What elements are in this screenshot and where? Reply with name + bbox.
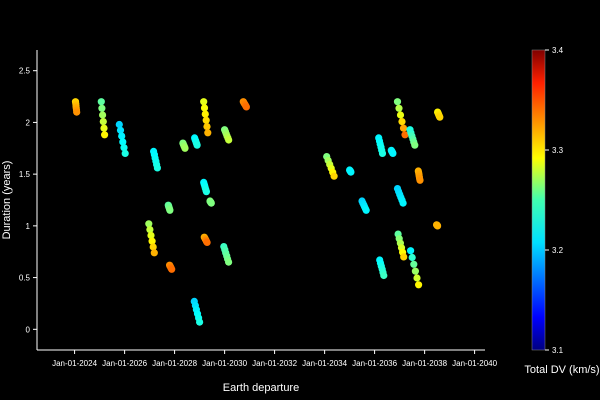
data-point (398, 118, 406, 126)
data-point (225, 258, 233, 266)
x-tick-label: Jan-01-2036 (352, 359, 397, 368)
data-point (401, 131, 409, 139)
data-point (150, 249, 158, 257)
data-point (196, 318, 204, 326)
data-point (99, 118, 107, 126)
data-point (145, 220, 153, 228)
x-tick-label: Jan-01-2026 (102, 359, 147, 368)
data-point (400, 253, 408, 261)
y-axis-title: Duration (years) (1, 161, 13, 240)
data-point (410, 260, 418, 268)
y-tick-label: 1.5 (19, 170, 31, 179)
x-axis-ticks: Jan-01-2024 Jan-01-2026 Jan-01-2028 Jan-01-… (52, 350, 498, 368)
data-point (396, 111, 405, 119)
data-point (115, 120, 123, 129)
data-point (201, 110, 209, 118)
data-point (116, 126, 125, 134)
data-point (411, 141, 419, 149)
data-point (415, 281, 423, 289)
x-tick-label: Jan-01-2038 (402, 359, 447, 368)
data-point (166, 206, 174, 214)
data-point (207, 199, 215, 207)
colorbar-tick-label: 3.2 (552, 246, 564, 255)
data-point (118, 132, 126, 140)
data-point (203, 123, 211, 131)
data-point (225, 136, 233, 144)
x-tick-label: Jan-01-2030 (202, 359, 247, 368)
data-point (168, 265, 176, 273)
x-tick-label: Jan-01-2040 (452, 359, 497, 368)
y-tick-label: 2 (26, 118, 31, 127)
y-tick-label: 2.5 (19, 67, 31, 76)
y-axis-ticks: 0 0.5 1 1.5 2 2.5 (19, 67, 37, 334)
data-point (395, 104, 403, 112)
data-points (71, 98, 444, 326)
colorbar-gradient (531, 49, 546, 351)
data-point (378, 149, 387, 157)
x-tick-label: Jan-01-2024 (52, 359, 97, 368)
data-point (100, 124, 108, 132)
data-point (148, 237, 156, 245)
colorbar: 3.1 3.2 3.3 3.4 Total DV (km/s) (524, 46, 599, 376)
y-tick-label: 1 (26, 222, 31, 231)
data-point (193, 141, 201, 149)
data-point (200, 98, 208, 106)
data-point (407, 247, 415, 255)
colorbar-tick-label: 3.4 (552, 46, 564, 55)
data-point (399, 199, 407, 207)
data-point (389, 149, 397, 157)
x-tick-label: Jan-01-2034 (302, 359, 347, 368)
data-point (101, 131, 109, 139)
data-point (330, 172, 338, 180)
plot-area: Jan-01-2024 Jan-01-2026 Jan-01-2028 Jan-01-… (19, 50, 498, 368)
data-point (121, 149, 129, 157)
data-point (434, 222, 442, 230)
data-point (153, 164, 161, 172)
data-point (97, 98, 105, 106)
y-tick-label: 0 (26, 325, 31, 334)
colorbar-tick-label: 3.1 (552, 346, 564, 355)
colorbar-ticks: 3.1 3.2 3.3 3.4 (545, 46, 564, 355)
data-point (413, 274, 421, 282)
data-point (202, 188, 210, 196)
data-point (99, 111, 107, 119)
data-point (411, 267, 419, 275)
data-point (436, 113, 444, 121)
data-point (146, 226, 154, 234)
data-point (408, 253, 416, 262)
data-point (347, 168, 355, 176)
colorbar-tick-label: 3.3 (552, 146, 564, 155)
data-point (73, 108, 81, 116)
data-point (147, 231, 155, 239)
data-point (399, 124, 408, 132)
data-point (203, 238, 211, 246)
data-point (416, 176, 424, 184)
data-point (393, 98, 402, 106)
x-tick-label: Jan-01-2028 (152, 359, 197, 368)
y-tick-label: 0.5 (19, 274, 31, 283)
data-point (200, 104, 209, 112)
colorbar-title: Total DV (km/s) (524, 364, 599, 376)
data-point (98, 104, 106, 112)
data-point (119, 138, 127, 146)
data-point (380, 271, 388, 280)
data-point (181, 144, 189, 152)
data-point (242, 103, 250, 111)
data-point (120, 144, 128, 152)
data-point (204, 129, 212, 137)
data-point (202, 116, 210, 124)
x-tick-label: Jan-01-2032 (252, 359, 297, 368)
x-axis-title: Earth departure (223, 382, 299, 394)
data-point (362, 206, 370, 214)
data-point (149, 243, 157, 251)
